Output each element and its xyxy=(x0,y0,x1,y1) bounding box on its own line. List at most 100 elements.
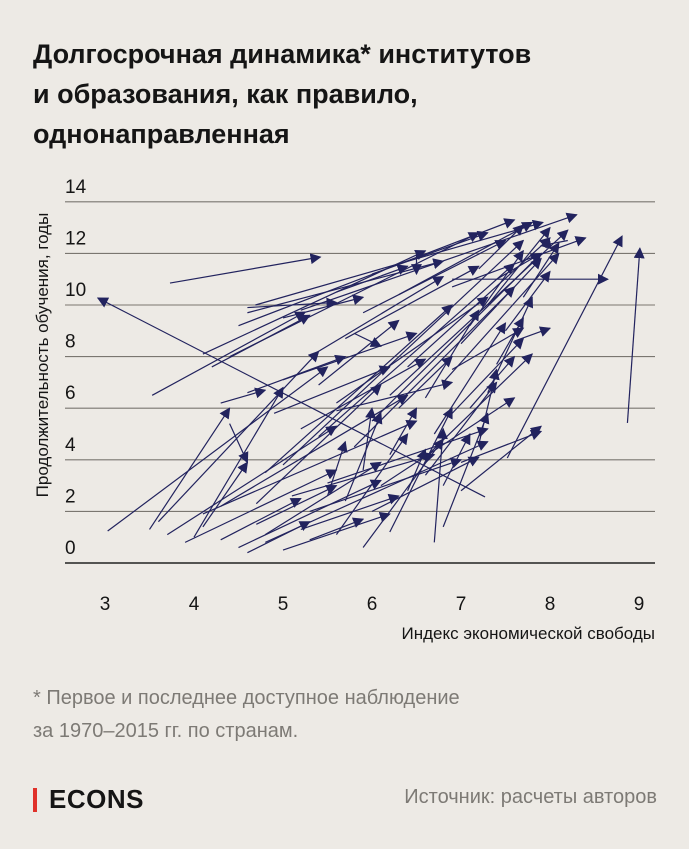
country-arrow xyxy=(442,433,471,486)
brand-name: ECONS xyxy=(49,784,144,814)
x-tick-label: 9 xyxy=(634,594,645,615)
country-arrow xyxy=(273,365,391,414)
country-arrow xyxy=(220,497,302,541)
x-tick-label: 5 xyxy=(278,594,289,615)
country-arrow xyxy=(336,379,454,412)
country-arrow xyxy=(371,230,489,275)
country-arrow xyxy=(264,461,382,536)
country-arrow xyxy=(335,433,409,535)
country-arrow xyxy=(362,407,377,471)
y-tick-label: 6 xyxy=(65,383,76,404)
x-tick-label: 7 xyxy=(456,594,467,615)
country-arrow xyxy=(478,224,525,270)
country-arrow xyxy=(96,297,486,498)
brand-logo: ECONS xyxy=(33,784,144,815)
country-arrow xyxy=(442,252,560,383)
country-arrow xyxy=(309,517,365,541)
country-arrow xyxy=(300,358,427,430)
country-arrow xyxy=(380,397,516,487)
footnote-line: за 1970–2015 гг. по странам. xyxy=(33,720,299,742)
country-arrow xyxy=(256,484,338,525)
country-arrow xyxy=(353,332,382,347)
source-note: Источник: расчеты авторов xyxy=(404,786,657,808)
country-arrow xyxy=(282,239,525,466)
y-tick-label: 4 xyxy=(65,435,76,456)
country-arrow xyxy=(157,350,320,523)
x-tick-label: 8 xyxy=(545,594,556,615)
chart-title: Долгосрочная динамика* институтов и обра… xyxy=(33,34,663,154)
country-arrow xyxy=(300,493,400,531)
arrow-chart: 0 2 4 6 8 10 12 14 3 4 5 6 7 8 9 Продолжительность об… xyxy=(33,177,655,643)
country-arrow xyxy=(247,297,338,309)
country-arrow xyxy=(522,242,560,298)
country-arrow xyxy=(229,232,480,358)
country-arrow xyxy=(151,311,307,396)
country-arrow xyxy=(336,264,409,293)
country-arrow xyxy=(451,337,525,414)
country-arrow xyxy=(166,425,338,536)
country-arrow xyxy=(282,294,365,319)
country-arrow xyxy=(487,296,534,393)
country-arrow xyxy=(398,221,534,296)
y-tick-label: 14 xyxy=(65,177,87,198)
country-arrow xyxy=(344,412,383,502)
footnote: * Первое и последнее доступное наблюдени… xyxy=(33,682,460,748)
title-line: Долгосрочная динамика* институтов xyxy=(33,39,532,69)
country-arrow xyxy=(424,309,480,399)
country-arrow xyxy=(626,247,645,423)
country-arrow xyxy=(451,236,587,288)
country-arrow xyxy=(460,257,542,345)
country-arrow xyxy=(220,394,409,507)
country-arrow xyxy=(202,461,249,528)
x-tick-label: 3 xyxy=(100,594,111,615)
country-arrow xyxy=(451,327,525,371)
country-arrow xyxy=(247,521,311,554)
title-line: однонаправленная xyxy=(33,119,290,149)
country-arrow xyxy=(389,407,418,455)
title-line: и образования, как правило, xyxy=(33,79,418,109)
country-arrow xyxy=(345,265,480,340)
y-tick-label: 2 xyxy=(65,486,76,507)
country-arrow xyxy=(220,387,267,404)
footnote-line: * Первое и последнее доступное наблюдени… xyxy=(33,687,460,709)
country-arrow xyxy=(229,423,249,464)
country-arrow xyxy=(282,511,391,551)
country-arrow xyxy=(326,440,348,497)
country-arrow xyxy=(169,253,322,284)
country-arrow xyxy=(506,235,623,459)
brand-bar xyxy=(33,787,37,812)
country-arrow xyxy=(247,354,347,394)
country-arrow xyxy=(282,331,418,381)
y-tick-label: 12 xyxy=(65,228,86,249)
country-arrow xyxy=(291,452,436,497)
country-arrow xyxy=(442,412,490,528)
country-arrow xyxy=(184,469,338,543)
country-arrow xyxy=(309,276,445,358)
country-arrow xyxy=(238,479,382,549)
country-arrow xyxy=(424,381,498,476)
country-arrow xyxy=(107,366,329,532)
country-arrow xyxy=(353,286,516,448)
country-arrow xyxy=(540,238,568,250)
country-arrow xyxy=(514,326,552,342)
country-arrow xyxy=(469,355,516,409)
country-arrow xyxy=(247,258,445,314)
country-arrow xyxy=(264,304,453,474)
country-arrow xyxy=(202,420,418,515)
country-arrow xyxy=(460,425,542,492)
y-tick-label: 0 xyxy=(65,538,76,559)
country-arrow xyxy=(309,457,463,512)
country-arrow xyxy=(398,355,453,409)
country-arrow xyxy=(433,427,448,543)
country-arrow xyxy=(318,319,400,386)
country-arrow xyxy=(148,407,231,530)
country-arrow xyxy=(318,262,516,438)
x-tick-label: 4 xyxy=(189,594,200,615)
y-tick-label: 10 xyxy=(65,280,86,301)
country-arrow xyxy=(433,322,507,435)
x-axis-label: Индекс экономической свободы xyxy=(402,624,655,643)
country-arrow xyxy=(496,252,543,280)
y-tick-label: 8 xyxy=(65,332,76,353)
country-arrow xyxy=(407,448,427,491)
